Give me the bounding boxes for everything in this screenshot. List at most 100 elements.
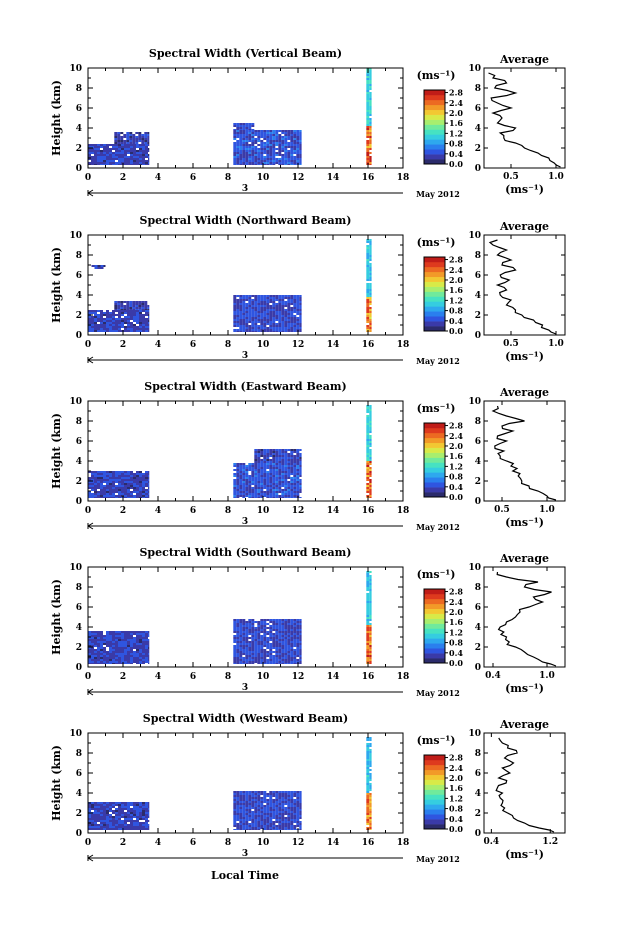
heatmap-cell	[296, 797, 300, 799]
heatmap-cell	[248, 303, 252, 305]
heatmap-cell	[118, 330, 121, 332]
heatmap-cell	[239, 146, 243, 148]
heatmap-cell	[103, 495, 106, 497]
heatmap-cell	[260, 459, 264, 461]
heatmap-cell	[114, 134, 118, 136]
heatmap-cell	[118, 483, 121, 485]
heatmap-cell	[366, 305, 370, 307]
heatmap-cell	[266, 627, 270, 629]
heatmap-cell	[287, 313, 291, 315]
heatmap-cell	[133, 162, 136, 164]
heatmap-cell	[242, 156, 246, 158]
heatmap-cell	[142, 647, 145, 649]
heatmap-cell	[296, 152, 300, 154]
heatmap-cell	[239, 469, 243, 471]
heatmap-cell	[254, 489, 258, 491]
heatmap-cell	[287, 625, 291, 627]
heatmap-cell	[97, 663, 100, 664]
heatmap-cell	[148, 489, 150, 491]
heatmap-cell	[136, 655, 139, 657]
heatmap-cell	[369, 132, 372, 134]
heatmap-cell	[281, 621, 285, 623]
heatmap-cell	[266, 142, 270, 144]
heatmap-cell	[281, 138, 285, 140]
heatmap-cell	[88, 635, 91, 637]
heatmap-cell	[242, 309, 246, 311]
heatmap-cell	[127, 162, 130, 164]
heatmap-cell	[369, 753, 372, 755]
colorbar-swatch	[424, 321, 445, 327]
heatmap-cell	[369, 471, 372, 473]
heatmap-cell	[109, 643, 112, 645]
heatmap-cell	[272, 471, 276, 473]
heatmap-cell	[287, 130, 291, 132]
heatmap-cell	[263, 134, 267, 136]
heatmap-cell	[130, 639, 133, 641]
heatmap-cell	[248, 321, 252, 323]
heatmap-cell	[145, 150, 148, 152]
heatmap-cell	[130, 653, 133, 655]
heatmap-cell	[236, 651, 240, 653]
heatmap-cell	[257, 803, 261, 805]
heatmap-cell	[100, 818, 103, 820]
heatmap-cell	[284, 635, 288, 637]
heatmap-cell	[369, 811, 372, 813]
heatmap-cell	[281, 637, 285, 639]
heatmap-cell	[296, 154, 300, 156]
heatmap-cell	[369, 801, 372, 803]
heatmap-cell	[145, 643, 148, 645]
heatmap-cell	[369, 613, 372, 615]
heatmap-cell	[366, 437, 370, 439]
heatmap-cell	[94, 162, 97, 164]
avg-y-tick-label: 4	[475, 291, 481, 301]
heatmap-cell	[94, 314, 97, 316]
heatmap-cell	[103, 818, 106, 820]
heatmap-cell	[112, 162, 115, 164]
heatmap-cell	[293, 795, 297, 797]
heatmap-cell	[260, 799, 264, 801]
heatmap-cell	[118, 663, 121, 664]
heatmap-cell	[106, 475, 109, 477]
heatmap-cell	[366, 587, 370, 589]
heatmap-cell	[254, 471, 258, 473]
heatmap-cell	[366, 287, 370, 289]
heatmap-cell	[94, 822, 97, 824]
heatmap-cell	[239, 481, 243, 483]
heatmap-cell	[127, 639, 130, 641]
heatmap-cell	[118, 814, 121, 816]
heatmap-cell	[242, 621, 246, 623]
heatmap-cell	[254, 154, 258, 156]
heatmap-cell	[287, 827, 291, 829]
heatmap-cell	[133, 160, 136, 162]
heatmap-cell	[127, 820, 130, 822]
heatmap-cell	[293, 791, 297, 793]
heatmap-cell	[266, 645, 270, 647]
heatmap-cell	[369, 148, 372, 150]
heatmap-cell	[94, 663, 97, 664]
heatmap-cell	[266, 303, 270, 305]
heatmap-cell	[299, 317, 302, 319]
heatmap-cell	[290, 327, 294, 329]
heatmap-cell	[260, 661, 264, 663]
heatmap-cell	[366, 160, 370, 162]
heatmap-cell	[148, 495, 150, 497]
heatmap-cell	[245, 801, 249, 803]
heatmap-cell	[278, 140, 282, 142]
heatmap-cell	[239, 821, 243, 823]
heatmap-cell	[242, 635, 246, 637]
heatmap-cell	[278, 483, 282, 485]
heatmap-cell	[275, 791, 279, 793]
heatmap-cell	[290, 162, 294, 164]
heatmap-cell	[142, 164, 145, 165]
heatmap-cell	[272, 815, 276, 817]
heatmap-cell	[290, 653, 294, 655]
heatmap-cell	[94, 144, 97, 146]
heatmap-cell	[269, 313, 273, 315]
heatmap-cell	[366, 88, 370, 90]
heatmap-cell	[299, 325, 302, 327]
heatmap-cell	[366, 483, 370, 485]
heatmap-cell	[296, 807, 300, 809]
heatmap-cell	[266, 299, 270, 301]
heatmap-cell	[266, 497, 270, 498]
heatmap-cell	[132, 138, 136, 140]
